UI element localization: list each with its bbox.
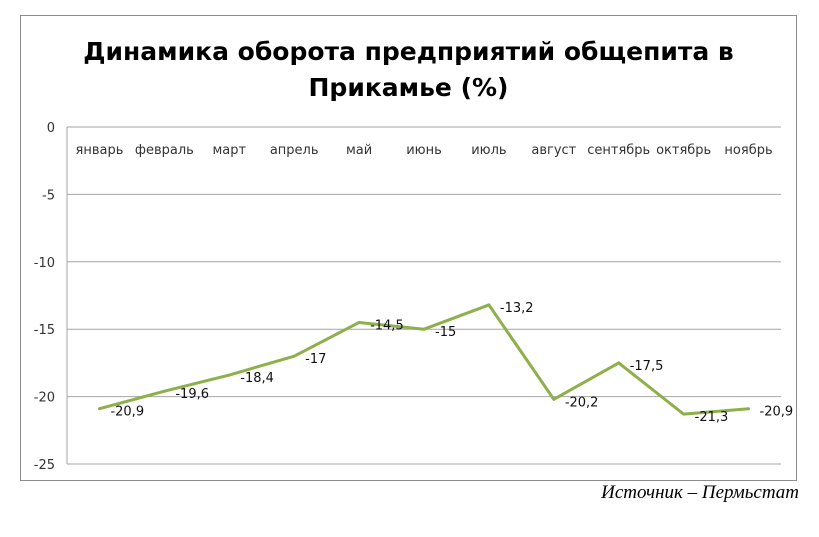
data-point [682,412,686,416]
data-label: -17,5 [630,359,664,374]
source-note: Источник – Пермьстат [601,482,799,503]
data-label: -13,2 [500,301,534,316]
data-point [552,397,556,401]
data-point [292,354,296,358]
data-point [357,320,361,324]
x-tick-label: март [212,143,246,158]
data-label: -18,4 [240,371,274,386]
y-tick-label: -15 [34,323,55,338]
data-point [747,407,751,411]
data-label: -21,3 [695,410,729,425]
data-point [617,361,621,365]
y-tick-label: -20 [34,391,55,406]
y-tick-label: -10 [34,256,55,271]
data-point [487,303,491,307]
chart-title: Динамика оборота предприятий общепита в … [83,37,734,102]
data-label: -15 [435,325,456,340]
y-tick-label: 0 [47,121,55,136]
data-point [422,327,426,331]
x-tick-label: январь [76,143,124,158]
x-tick-label: апрель [270,143,319,158]
x-tick-label: сентябрь [587,143,650,158]
x-tick-label: октябрь [656,143,711,158]
data-label: -14,5 [370,318,404,333]
x-tick-label: февраль [135,143,194,158]
data-point [227,373,231,377]
data-label: -19,6 [175,387,209,402]
x-tick-label: июль [471,143,506,158]
data-label: -20,9 [110,405,144,420]
x-tick-label: май [346,143,372,158]
data-label: -20,2 [565,395,599,410]
chart-frame [20,15,797,481]
x-tick-label: июнь [406,143,442,158]
x-tick-label: август [531,143,576,158]
data-label: -17 [305,352,326,367]
data-label: -20,9 [760,405,794,420]
data-point [97,407,101,411]
y-tick-label: -5 [42,188,55,203]
y-tick-label: -25 [34,458,55,473]
x-tick-label: ноябрь [724,143,772,158]
data-point [162,389,166,393]
